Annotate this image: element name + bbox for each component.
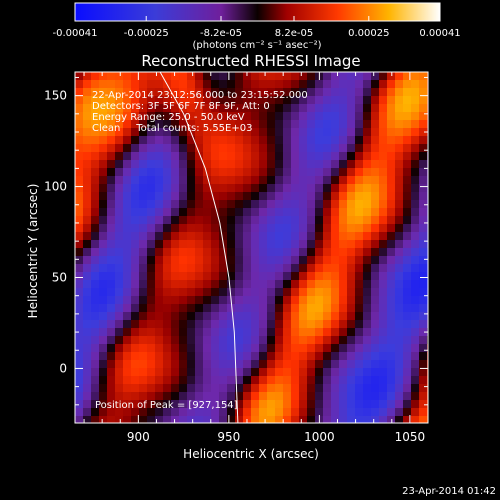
colorbar-tick-label: -0.00025 <box>124 28 169 39</box>
axis-ticks: 900 950 1000 1050 0 50 100 150 <box>44 72 429 444</box>
colorbar-units: (photons cm⁻² s⁻¹ asec⁻²) <box>192 40 321 51</box>
y-tick-label: 0 <box>59 361 67 375</box>
plot-frame <box>74 71 429 424</box>
peak-position-label: Position of Peak = [927,154] <box>95 400 238 411</box>
y-tick-label: 100 <box>44 180 67 194</box>
chart-title: Reconstructed RHESSI Image <box>141 52 360 70</box>
x-tick-label: 900 <box>127 430 150 444</box>
y-tick-label: 50 <box>52 271 67 285</box>
colorbar-tick-label: -0.00041 <box>53 28 98 39</box>
footer-date: 23-Apr-2014 01:42 <box>402 486 496 497</box>
annotation-time-range: 22-Apr-2014 23:12:56.000 to 23:15:52.000 <box>92 90 308 101</box>
x-axis-label: Heliocentric X (arcsec) <box>183 447 319 461</box>
colorbar-tick-label: 8.2e-05 <box>275 28 313 39</box>
colorbar-tick-label: -8.2e-05 <box>200 28 242 39</box>
colorbar <box>74 2 441 22</box>
annotation-energy-range: Energy Range: 25.0 - 50.0 keV <box>92 112 245 123</box>
heatmap-image <box>75 72 428 423</box>
solar-limb-curve <box>159 72 239 423</box>
colorbar-tick-label: 0.00025 <box>348 28 389 39</box>
colorbar-ticks: -0.00041 -0.00025 -8.2e-05 8.2e-05 0.00025 0.… <box>53 16 461 39</box>
x-tick-label: 1050 <box>395 430 426 444</box>
x-tick-label: 1000 <box>304 430 335 444</box>
x-tick-label: 950 <box>217 430 240 444</box>
annotation-clean-counts: Clean Total counts: 5.55E+03 <box>92 123 252 134</box>
y-tick-label: 150 <box>44 89 67 103</box>
colorbar-tick-label: 0.00041 <box>419 28 460 39</box>
annotation-detectors: Detectors: 3F 5F 6F 7F 8F 9F, Att: 0 <box>92 101 270 112</box>
y-axis-label: Heliocentric Y (arcsec) <box>26 184 40 319</box>
